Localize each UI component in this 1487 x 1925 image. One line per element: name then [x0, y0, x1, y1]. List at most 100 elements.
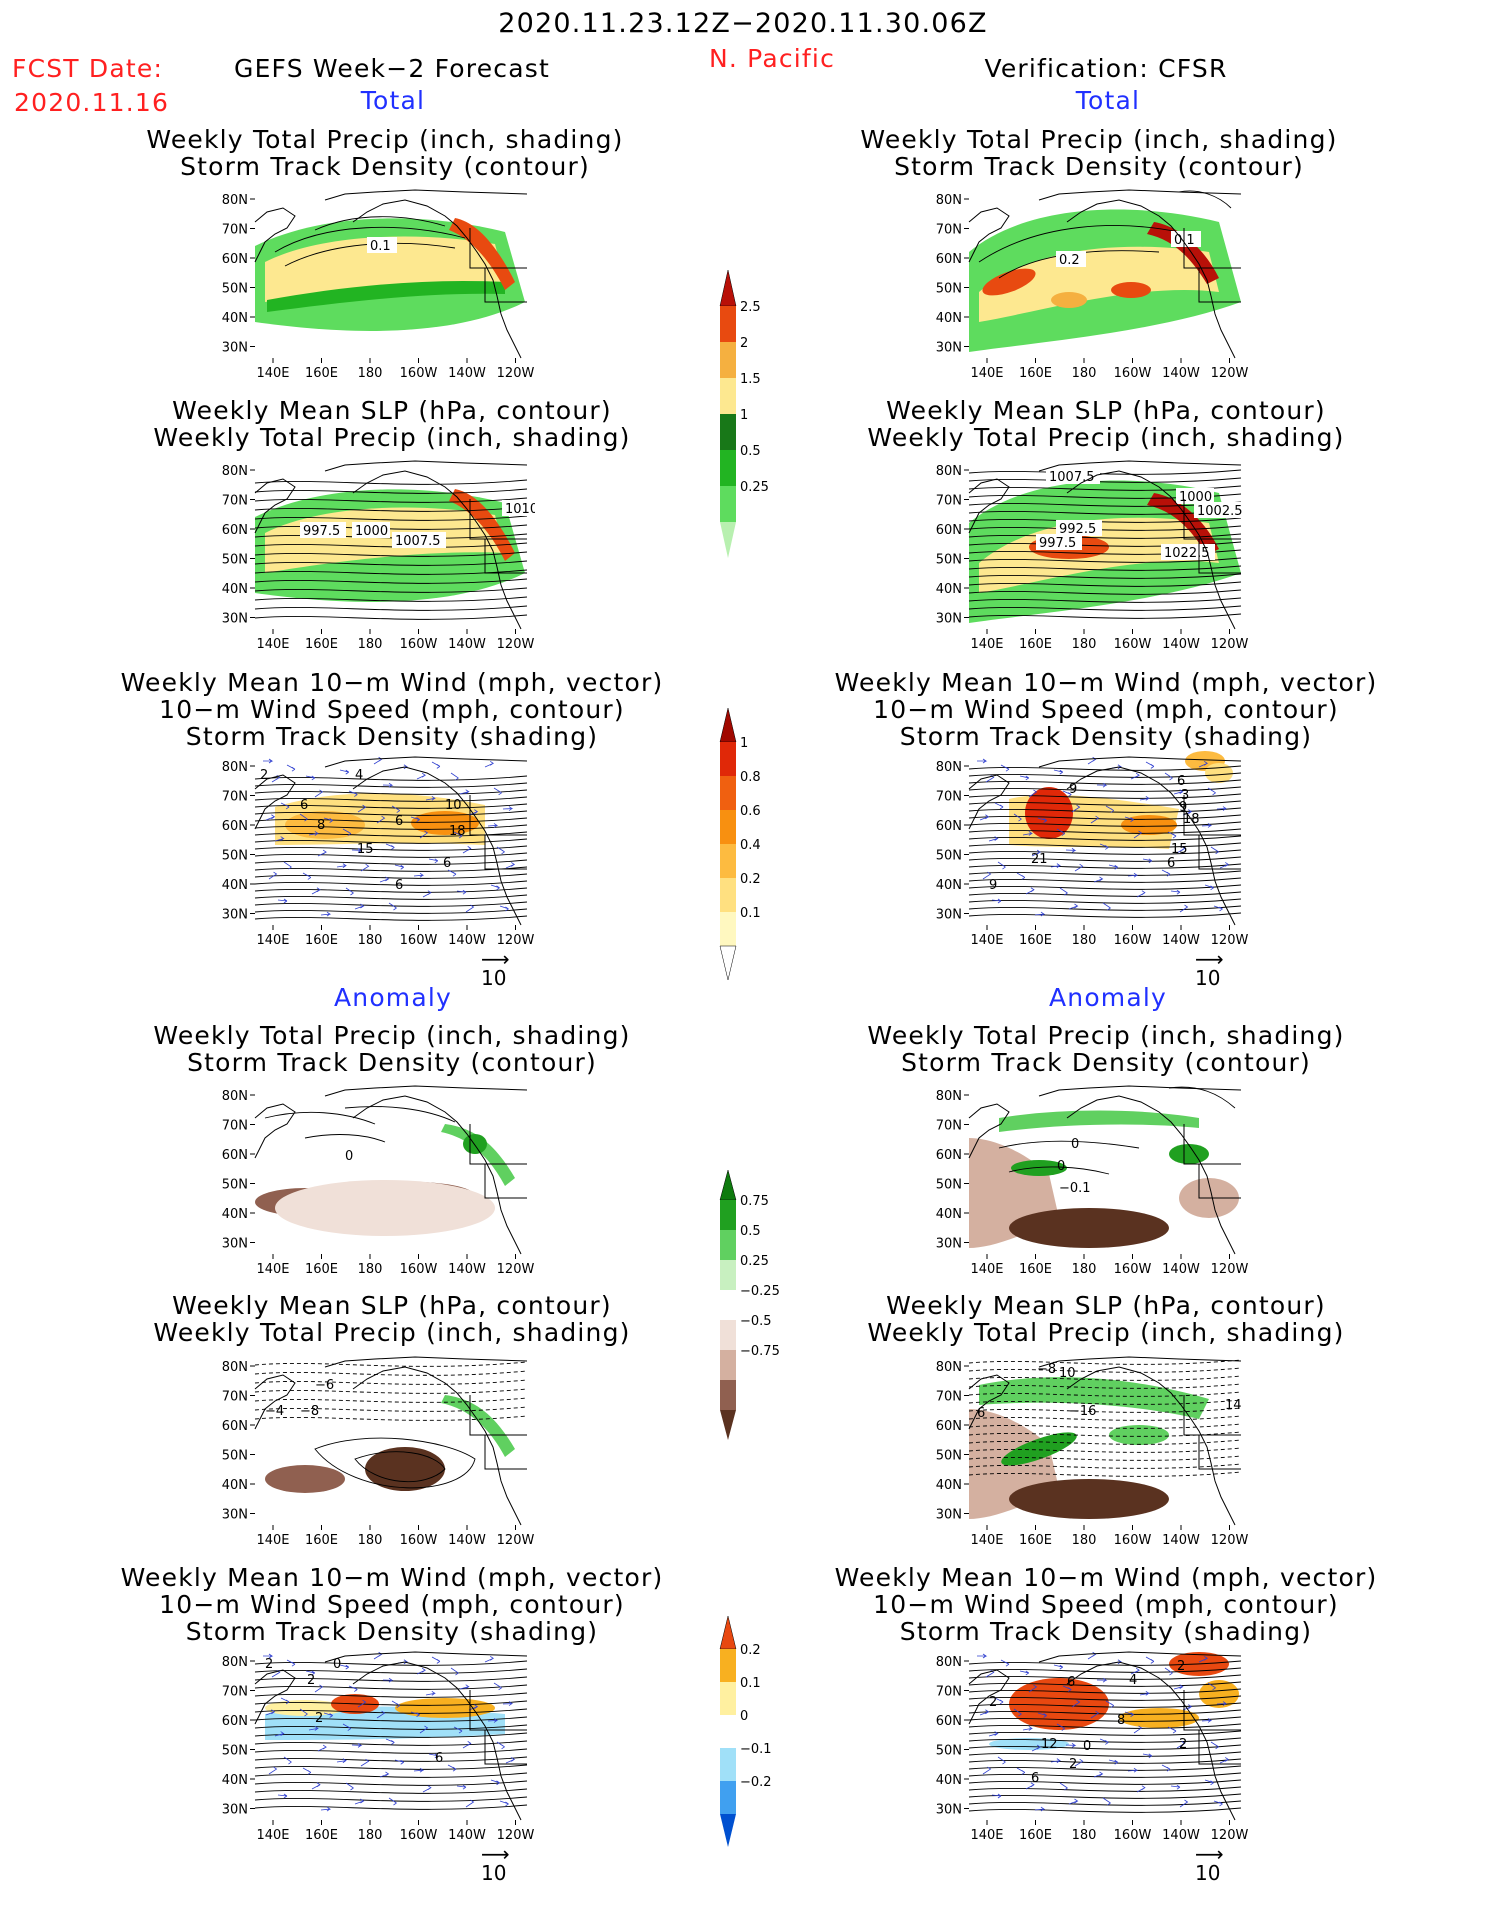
lat-tick-label: 70N [936, 223, 962, 238]
lon-tick-label: 140E [256, 637, 289, 652]
lon-tick-label: 120W [497, 637, 535, 652]
title-gefs-total-precip: Weekly Total Precip (inch, shading) Stor… [146, 125, 624, 181]
wind-vector [360, 863, 370, 872]
colorbar-swatch [720, 414, 736, 450]
contour-label: 4 [355, 768, 363, 783]
wind-vector [490, 1779, 500, 1786]
coastline-arctic [1038, 1651, 1242, 1663]
wind-vector [456, 889, 467, 895]
lat-tick-label: 50N [222, 1744, 248, 1759]
wind-vector [1013, 1708, 1022, 1717]
wind-vector [376, 1710, 386, 1719]
wind-vector [1000, 764, 1010, 772]
wind-vector [1213, 1800, 1223, 1807]
shading-region [275, 1180, 495, 1236]
wind-vector [997, 1756, 1006, 1765]
shading-region [1169, 1144, 1209, 1164]
colorbar-tick-label: 0.75 [740, 1194, 769, 1209]
contour-line [254, 873, 528, 879]
coastline [968, 189, 1242, 359]
wind-vector [1198, 1655, 1209, 1663]
contour-line [968, 1772, 1242, 1778]
contour-line [254, 578, 528, 584]
contour-label: 1010 [505, 502, 535, 517]
contour-line [254, 1708, 528, 1714]
wind-vector [302, 872, 312, 880]
lon-tick-label: 120W [497, 1828, 535, 1843]
wind-vector [376, 815, 386, 824]
valid-period: 2020.11.23.12Z−2020.11.30.06Z [498, 8, 988, 39]
wind-vector [1068, 903, 1079, 910]
contour-line [254, 866, 528, 872]
contour-label: 3 [1181, 788, 1189, 803]
coastline-arctic [324, 1356, 528, 1368]
contour-label: 1000 [355, 524, 388, 539]
wind-vector [1207, 787, 1216, 796]
wind-vector [450, 1667, 459, 1676]
contour-line [1168, 1086, 1236, 1109]
lon-tick-label: 120W [1211, 366, 1249, 381]
contour-line [968, 1674, 1242, 1680]
colorbar-tick-label: −0.1 [740, 1742, 772, 1757]
wind-vector [468, 809, 479, 816]
coastline [968, 1085, 1242, 1255]
contour-line [968, 1399, 1242, 1405]
wind-vector [1133, 1725, 1143, 1734]
contour-line [968, 828, 1242, 834]
lat-tick-label: 60N [936, 1148, 962, 1163]
lat-tick-label: 30N [936, 1508, 962, 1523]
wind-vector [1130, 772, 1140, 780]
colorbar-precip-total: 2.5 2 1.5 1 0.5 0.25 [719, 269, 769, 558]
wind-vector [320, 1806, 332, 1812]
contour-line [968, 1779, 1242, 1785]
contour-line [274, 226, 466, 253]
contour-line [968, 1367, 1242, 1373]
colorbar-tick-label: 1 [740, 736, 748, 751]
plot-background [255, 1353, 527, 1525]
contour-label: 10 [1059, 1366, 1076, 1381]
wind-vector [342, 828, 351, 836]
lon-tick-label: 160W [1114, 637, 1152, 652]
contour-line [968, 800, 1242, 806]
wind-vector [1016, 1767, 1026, 1775]
lon-tick-label: 140E [970, 933, 1003, 948]
wind-vector [1136, 890, 1146, 898]
colorbar-swatch [720, 912, 736, 946]
lat-tick-label: 70N [222, 494, 248, 509]
contour-label: 2 [260, 768, 268, 783]
contour-line [254, 587, 528, 593]
coastline-asia [968, 1103, 1010, 1159]
lon-tick-label: 140W [1162, 637, 1200, 652]
colorbar-swatch [720, 1230, 736, 1260]
lat-tick-label: 40N [222, 582, 248, 597]
contour-label-box [1176, 488, 1214, 504]
wind-vector [274, 1731, 285, 1737]
lat-tick-label: 50N [222, 1449, 248, 1464]
wind-vector [305, 1670, 316, 1676]
contour-line [968, 1455, 1242, 1461]
contour-line [968, 884, 1242, 890]
lon-tick-label: 120W [497, 366, 535, 381]
contour-line [998, 1140, 1140, 1149]
lon-tick-label: 180 [1072, 1533, 1097, 1548]
wind-vector [308, 1726, 319, 1731]
contour-line [968, 1383, 1242, 1389]
wind-vector [1170, 889, 1181, 895]
coastline-north-america [352, 1095, 522, 1255]
colorbar-storm-density-anomaly: 0.2 0.1 0 −0.1 −0.2 [719, 1615, 772, 1847]
shading-region [265, 1465, 345, 1493]
contour-label: 9 [989, 878, 997, 893]
wind-vectors [263, 1651, 516, 1812]
wind-vector [286, 1659, 296, 1667]
wind-vector [462, 1741, 472, 1749]
lat-tick-label: 80N [936, 193, 962, 208]
contour-line [968, 877, 1242, 883]
contour-lines [968, 1660, 1242, 1813]
wind-vector [1219, 1757, 1230, 1764]
lat-tick-label: 70N [222, 1685, 248, 1700]
contour-label: 6 [443, 856, 451, 871]
lon-tick-label: 160W [1114, 933, 1152, 948]
wind-vector [336, 1758, 347, 1763]
state-borders [469, 795, 527, 870]
